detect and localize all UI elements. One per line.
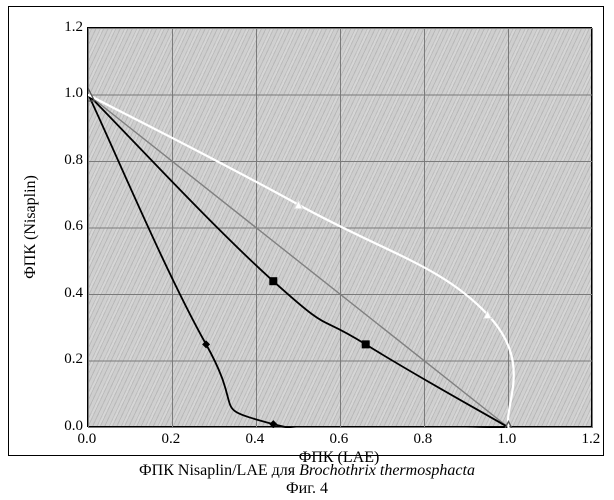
- outer-frame: ФПК (Nisaplin) ФПК (LAE) 0.00.20.40.60.8…: [8, 6, 604, 456]
- plot-wrap: 0.00.20.40.60.81.01.20.00.20.40.60.81.01…: [87, 27, 592, 427]
- y-axis-label: ФПК (Nisaplin): [22, 175, 40, 279]
- figure-caption: ФПК Nisaplin/LAE для Brochothrix thermos…: [0, 462, 614, 499]
- y-tick-label: 1.0: [55, 85, 83, 102]
- caption-line1-italic: Brochothrix thermosphacta: [299, 462, 475, 479]
- series-diagonal-reference: [89, 95, 509, 428]
- caption-line2: Фиг. 4: [0, 480, 614, 498]
- grid: [88, 28, 593, 428]
- y-tick-label: 1.2: [55, 19, 83, 36]
- plot-svg: [88, 28, 593, 428]
- y-tick-label: 0.8: [55, 152, 83, 169]
- x-tick-label: 1.2: [582, 431, 601, 448]
- series-upper-curve: [88, 89, 515, 428]
- y-tick-label: 0.0: [55, 418, 83, 435]
- plot-area: [87, 27, 592, 427]
- caption-line1-prefix: ФПК Nisaplin/LAE для: [139, 462, 299, 479]
- x-tick-label: 0.4: [246, 431, 265, 448]
- x-tick-label: 0.8: [414, 431, 433, 448]
- y-tick-label: 0.6: [55, 218, 83, 235]
- y-tick-label: 0.2: [55, 351, 83, 368]
- x-tick-label: 0.2: [162, 431, 181, 448]
- x-tick-label: 1.0: [498, 431, 517, 448]
- x-tick-label: 0.6: [330, 431, 349, 448]
- y-tick-label: 0.4: [55, 285, 83, 302]
